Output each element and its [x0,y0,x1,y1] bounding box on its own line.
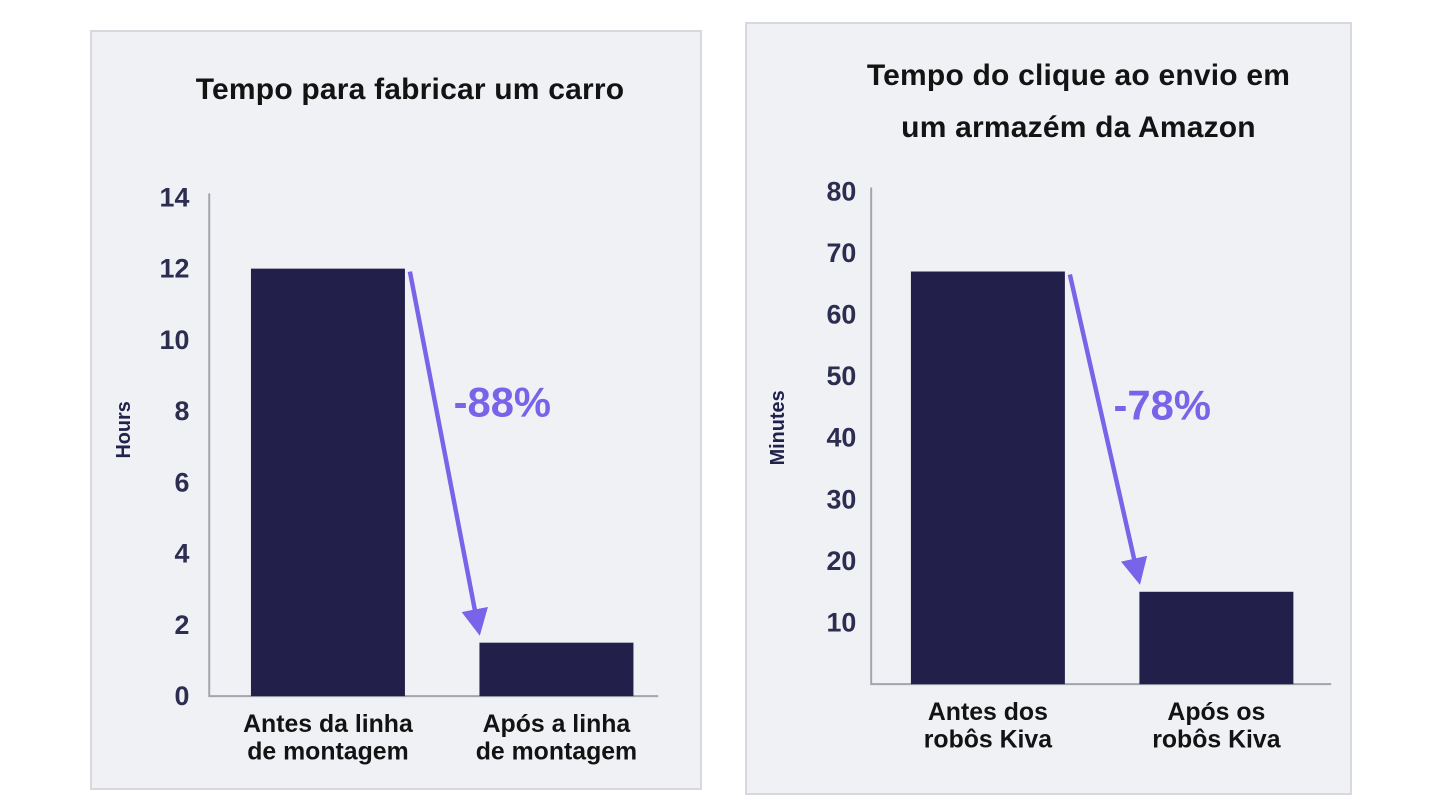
category-label: de montagem [476,739,637,766]
decline-arrow [1067,273,1148,585]
category-label: Após os [1167,699,1265,726]
y-tick-label: 4 [174,539,189,569]
y-tick-label: 30 [826,484,856,514]
percent-change-label: -78% [1114,382,1211,429]
y-tick-label: 70 [826,238,856,268]
y-tick-label: 40 [826,423,856,453]
chart-panel-car-manufacturing: Tempo para fabricar um carro 0 2 4 6 8 10 12 14… [90,30,702,790]
y-tick-label: 2 [174,610,189,640]
y-tick-label: 12 [160,254,190,284]
chart-title-car: Tempo para fabricar um carro [106,64,714,116]
category-label: robôs Kiva [1152,727,1281,754]
category-label: Antes da linha [243,711,413,738]
y-tick-label: 8 [174,396,189,426]
bar-0 [250,268,405,697]
y-tick-label: 50 [826,361,856,391]
bar-1 [479,642,634,697]
y-tick-label: 14 [160,182,190,212]
chart-title-line: Tempo do clique ao envio em [866,59,1291,92]
percent-change-label: -88% [454,379,551,426]
category-label: Antes dos [928,699,1048,726]
y-tick-label: 80 [826,176,856,206]
chart-title-line: Tempo para fabricar um carro [195,73,625,106]
y-tick-label: 10 [160,325,190,355]
chart-title-line: um armazém da Amazon [901,111,1256,144]
chart-title-amazon: Tempo do clique ao envio em um armazém da… [777,50,1380,154]
decline-arrow [407,271,488,636]
y-axis-label: Hours [113,401,135,458]
y-tick-label: 20 [826,546,856,576]
bar-0 [910,271,1065,685]
bar-1 [1139,591,1294,685]
chart-panel-amazon-warehouse: Tempo do clique ao envio em um armazém da… [745,22,1352,795]
category-label: de montagem [247,739,408,766]
y-tick-label: 0 [174,681,189,711]
y-tick-label: 10 [826,608,856,638]
y-axis-label: Minutes [767,390,789,465]
category-label: robôs Kiva [924,727,1053,754]
category-label: Após a linha [483,711,631,738]
y-tick-label: 60 [826,300,856,330]
y-tick-label: 6 [174,467,189,497]
